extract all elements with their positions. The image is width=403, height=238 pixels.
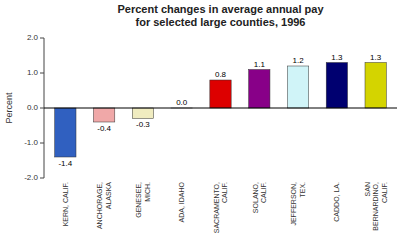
x-tick-label: GENESEE,MICH. <box>135 182 151 218</box>
x-tick-label-line: CADDO, LA. <box>333 182 340 222</box>
bar <box>287 66 308 108</box>
data-label: -0.4 <box>97 124 111 133</box>
y-tick <box>40 178 44 179</box>
x-tick-label-line: SAN <box>364 182 371 196</box>
bar <box>365 63 386 109</box>
y-tick <box>40 143 44 144</box>
x-tick-label-line: CALIF. <box>260 182 267 203</box>
x-tick-label-line: CALIF. <box>381 182 388 203</box>
chart: Percent changes in average annual payfor… <box>0 0 403 238</box>
data-label: 1.1 <box>254 60 266 69</box>
x-tick-label: SACRAMENTO,CALIF. <box>213 182 229 233</box>
x-tick-label: ADA, IDAHO <box>178 181 185 222</box>
zero-line <box>44 108 397 109</box>
data-label: 1.3 <box>331 53 343 62</box>
x-tick-label-line: BERNARDINO, <box>372 182 379 231</box>
data-label: -0.3 <box>136 120 150 129</box>
bars <box>55 63 387 158</box>
x-tick-label-line: CALIF. <box>221 182 228 203</box>
x-tick-label: ANCHORAGE,ALASKA <box>96 182 112 229</box>
x-tick-label-line: SOLANO, <box>252 182 259 213</box>
x-tick-label-line: GENESEE, <box>135 182 142 218</box>
x-tick-label-line: MICH. <box>144 182 151 202</box>
x-tick-label: JEFFERSON,TEX. <box>290 182 306 226</box>
y-tick-label: 1.0 <box>27 68 39 77</box>
y-tick <box>40 108 44 109</box>
x-tick-label-line: TEX. <box>299 182 306 198</box>
x-tick-label: SOLANO,CALIF. <box>252 182 268 213</box>
data-label: -1.4 <box>58 159 72 168</box>
x-tick-label-line: JEFFERSON, <box>290 182 297 226</box>
y-tick-label: 2.0 <box>27 33 39 42</box>
data-label: 0.0 <box>176 98 188 107</box>
data-label: 0.8 <box>215 70 227 79</box>
bar <box>210 80 231 108</box>
y-tick-label: -1.0 <box>24 138 38 147</box>
x-tick-label-line: ADA, IDAHO <box>178 181 185 222</box>
bar <box>132 108 153 119</box>
title-line: for selected large counties, 1996 <box>136 16 306 28</box>
bar <box>55 108 76 157</box>
x-tick-label: KERN, CALIF. <box>62 182 69 226</box>
x-tick-label-line: ALASKA <box>105 182 112 210</box>
x-tick-label-line: SACRAMENTO, <box>213 182 220 233</box>
y-tick-label: 0.0 <box>27 103 39 112</box>
y-tick <box>40 73 44 74</box>
bar <box>249 70 270 109</box>
y-axis-label: Percent <box>4 92 14 124</box>
x-tick-label-line: KERN, CALIF. <box>62 182 69 226</box>
data-label: 1.3 <box>370 53 382 62</box>
y-tick <box>40 38 44 39</box>
y-tick-label: -2.0 <box>24 173 38 182</box>
bar <box>93 108 114 122</box>
x-tick-label: CADDO, LA. <box>333 182 340 222</box>
title: Percent changes in average annual payfor… <box>117 3 324 28</box>
x-tick-label-line: ANCHORAGE, <box>96 182 103 229</box>
data-label: 1.2 <box>293 56 305 65</box>
bar <box>326 63 347 109</box>
background <box>0 0 403 238</box>
x-tick-label: SANBERNARDINO,CALIF. <box>364 182 388 231</box>
title-line: Percent changes in average annual pay <box>117 3 324 15</box>
